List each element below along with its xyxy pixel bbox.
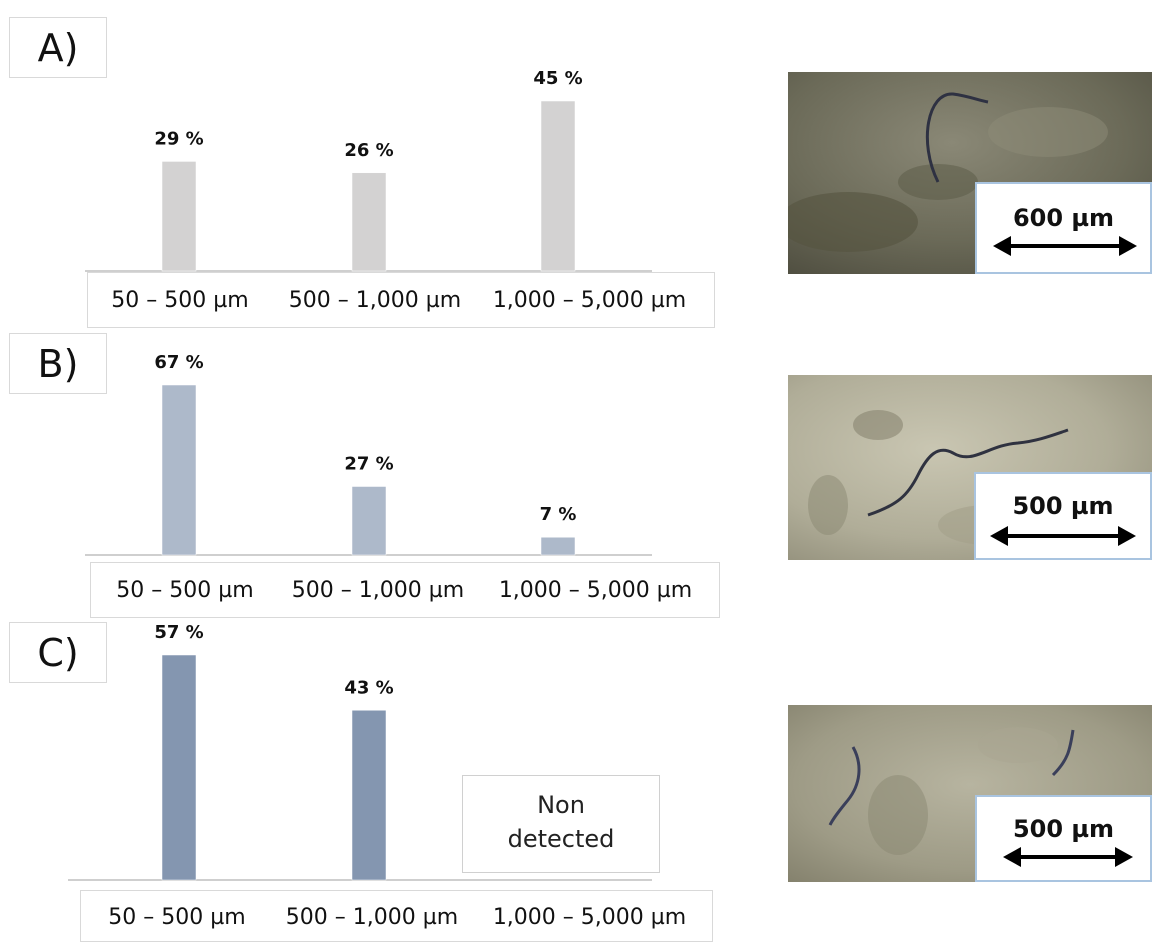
tick-label: 500 – 1,000 µm xyxy=(288,288,462,313)
scale-bar-label: 600 µm xyxy=(1012,204,1115,232)
double-arrow-icon xyxy=(993,236,1137,256)
scale-bar-b: 500 µm xyxy=(974,472,1152,560)
category-axis-box-b xyxy=(90,562,720,618)
micrograph-c: 500 µm xyxy=(788,705,1152,882)
tick-label: 50 – 500 µm xyxy=(108,905,246,930)
data-label: 67 % xyxy=(154,352,203,373)
scale-bar-label: 500 µm xyxy=(1012,492,1114,520)
data-label: 27 % xyxy=(344,453,393,474)
panel-label-a: A) xyxy=(9,17,107,78)
data-label: 45 % xyxy=(533,68,582,89)
non-detected-line-1: Non xyxy=(537,791,585,819)
tick-label: 50 – 500 µm xyxy=(111,288,249,313)
tick-label: 1,000 – 5,000 µm xyxy=(492,288,687,313)
bar xyxy=(540,100,576,272)
data-label: 29 % xyxy=(154,128,203,149)
scale-bar-a: 600 µm xyxy=(975,182,1152,274)
tick-label: 1,000 – 5,000 µm xyxy=(492,905,687,930)
bar-chart-a: 29 % 26 % 45 % xyxy=(85,68,652,272)
data-label: 26 % xyxy=(344,140,393,161)
data-label: 43 % xyxy=(344,677,393,698)
bar xyxy=(161,384,197,556)
bar xyxy=(540,536,576,556)
panel-label-b: B) xyxy=(9,333,107,394)
category-axis-box-a xyxy=(87,272,715,328)
bar xyxy=(161,161,197,272)
micrograph-b: 500 µm xyxy=(788,375,1152,560)
bar-chart-c: 57 % 43 % xyxy=(68,622,652,881)
non-detected-line-2: detected xyxy=(507,825,615,853)
tick-label: 500 – 1,000 µm xyxy=(291,578,465,603)
double-arrow-icon xyxy=(990,526,1136,546)
tick-label: 500 – 1,000 µm xyxy=(285,905,459,930)
tick-label: 1,000 – 5,000 µm xyxy=(498,578,693,603)
bar xyxy=(351,172,387,272)
bar xyxy=(351,710,387,881)
scale-bar-c: 500 µm xyxy=(975,795,1152,882)
data-label: 57 % xyxy=(154,622,203,643)
bar xyxy=(161,654,197,881)
panel-label-c: C) xyxy=(9,622,107,683)
tick-label: 50 – 500 µm xyxy=(116,578,254,603)
bar xyxy=(351,486,387,556)
micrograph-a-image xyxy=(788,72,1152,274)
micrograph-a: 600 µm xyxy=(788,72,1152,274)
non-detected-note: Non detected xyxy=(462,775,660,873)
bar-chart-b: 67 % 27 % 7 % xyxy=(85,352,652,556)
double-arrow-icon xyxy=(1003,847,1133,867)
scale-bar-label: 500 µm xyxy=(1012,815,1115,843)
data-label: 7 % xyxy=(540,504,577,525)
